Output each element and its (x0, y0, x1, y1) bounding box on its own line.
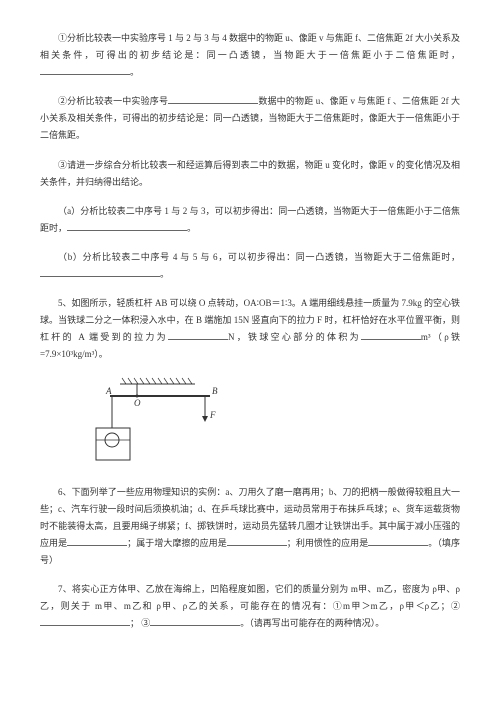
blank (227, 536, 287, 546)
label-O: O (134, 398, 141, 408)
text: 7、将实心正方体甲、乙放在海绵上，凹陷程度如图，它们的质量分别为 m甲、m乙，密… (40, 584, 460, 611)
lever-diagram: A B O F (90, 376, 460, 472)
blank (67, 221, 187, 231)
text: ； ③ (130, 618, 150, 628)
text: （b）分析比较表二中序号 4 与 5 与 6，可以初步得出：同一凸透镜，当物距大… (58, 252, 460, 262)
blank (168, 330, 228, 340)
paragraph-6: 6、下面列举了一些应用物理知识的实例：a、刀用久了磨一磨再用；b、刀的把柄一般做… (40, 484, 460, 569)
paragraph-7: 7、将实心正方体甲、乙放在海绵上，凹陷程度如图，它们的质量分别为 m甲、m乙，密… (40, 581, 460, 632)
paragraph-3: ③请进一步综合分析比较表一和经运算后得到表二中的数据，物距 u 变化时，像距 v… (40, 157, 460, 191)
blank (40, 65, 130, 75)
blank (368, 536, 428, 546)
paragraph-4a: （a）分析比较表二中序号 1 与 2 与 3，可以初步得出：同一凸透镜，当物距大… (40, 203, 460, 237)
blank (40, 616, 130, 626)
text: ①分析比较表一中实验序号 1 与 2 与 3 与 4 数据中的物距 u、像距 v… (40, 33, 460, 60)
text: ；属于增大摩擦的应用是 (127, 538, 227, 548)
blank (40, 267, 160, 277)
text: 。 (187, 223, 196, 233)
label-A: A (105, 386, 112, 396)
paragraph-1: ①分析比较表一中实验序号 1 与 2 与 3 与 4 数据中的物距 u、像距 v… (40, 30, 460, 81)
text: 。（请再写出可能存在的两种情况）。 (240, 618, 384, 628)
text: ②分析比较表一中实验序号 (58, 96, 168, 106)
text: ；利用惯性的应用是 (287, 538, 368, 548)
text: ③请进一步综合分析比较表一和经运算后得到表二中的数据，物距 u 变化时，像距 v… (40, 160, 460, 187)
text: 。 (130, 67, 139, 77)
paragraph-2: ②分析比较表一中实验序号数据中的物距 u、像距 v 与焦距 f 、二倍焦距 2f… (40, 93, 460, 144)
label-B: B (212, 386, 218, 396)
paragraph-4b: （b）分析比较表二中序号 4 与 5 与 6，可以初步得出：同一凸透镜，当物距大… (40, 249, 460, 283)
blank (361, 330, 421, 340)
paragraph-5: 5、如图所示，轻质杠杆 AB 可以绕 O 点转动，OA∶OB＝1∶3。A 端用细… (40, 295, 460, 363)
blank (150, 616, 240, 626)
text: 。 (160, 269, 169, 279)
label-F: F (209, 410, 216, 420)
blank (168, 94, 258, 104)
blank (67, 536, 127, 546)
text: N，铁球空心部分的体积为 (228, 332, 361, 342)
diagram-svg: A B O F (90, 376, 230, 466)
